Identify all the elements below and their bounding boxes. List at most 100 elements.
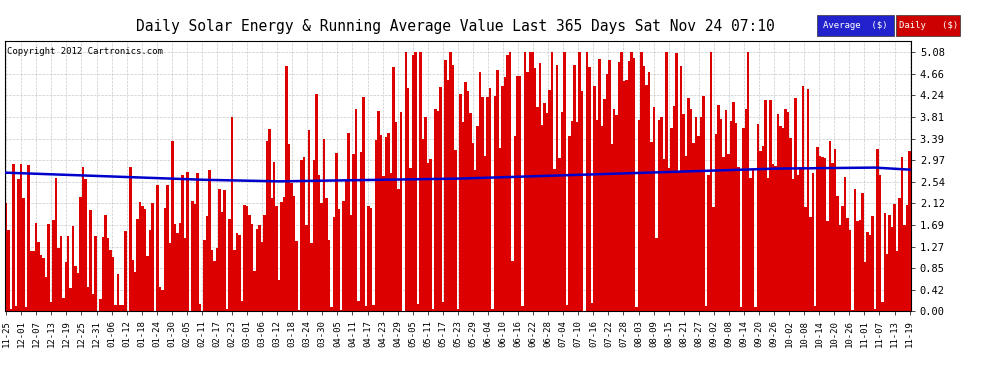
Bar [199, 304, 201, 311]
Bar [148, 230, 151, 311]
Bar [435, 109, 437, 311]
Bar [99, 298, 102, 311]
Bar [868, 235, 871, 311]
Bar [759, 151, 762, 311]
Bar [784, 110, 787, 311]
Bar [876, 149, 878, 311]
Bar [742, 129, 744, 311]
Bar [8, 230, 10, 311]
Bar [474, 170, 476, 311]
Bar [124, 231, 127, 311]
Bar [395, 122, 397, 311]
Bar [702, 96, 705, 311]
Bar [464, 82, 466, 311]
Bar [278, 280, 280, 311]
Bar [48, 224, 50, 311]
Bar [234, 250, 236, 311]
Bar [59, 237, 62, 311]
Bar [323, 140, 325, 311]
Bar [596, 120, 598, 311]
Bar [231, 117, 234, 311]
Bar [863, 262, 866, 311]
Bar [280, 202, 283, 311]
Bar [440, 87, 442, 311]
Bar [293, 196, 295, 311]
Bar [514, 136, 516, 311]
Bar [377, 111, 380, 311]
Bar [834, 149, 837, 311]
Bar [333, 217, 335, 311]
Bar [92, 294, 94, 311]
Bar [665, 53, 667, 311]
Bar [794, 98, 797, 311]
Bar [516, 76, 519, 311]
Bar [573, 64, 576, 311]
Bar [682, 114, 685, 311]
Bar [878, 176, 881, 311]
Bar [764, 100, 767, 311]
Bar [583, 310, 586, 311]
Bar [677, 171, 680, 311]
Bar [563, 53, 566, 311]
Bar [738, 167, 740, 311]
Bar [454, 150, 456, 311]
Bar [206, 216, 209, 311]
Bar [151, 203, 153, 311]
Bar [551, 53, 553, 311]
Bar [829, 141, 832, 311]
Bar [87, 286, 89, 311]
Bar [318, 175, 320, 311]
Bar [72, 226, 74, 311]
Bar [268, 129, 270, 311]
Bar [430, 159, 432, 311]
Bar [531, 53, 534, 311]
Bar [782, 128, 784, 311]
Bar [28, 165, 30, 311]
Bar [137, 219, 139, 311]
Bar [54, 178, 57, 311]
Bar [608, 60, 611, 311]
Bar [229, 219, 231, 311]
Bar [325, 198, 328, 311]
Bar [30, 251, 33, 311]
Bar [40, 255, 43, 311]
Bar [387, 134, 390, 311]
Bar [762, 146, 764, 311]
Bar [749, 178, 752, 311]
Bar [553, 169, 556, 311]
Bar [499, 148, 501, 311]
Bar [320, 204, 323, 311]
Bar [382, 176, 385, 311]
Bar [819, 156, 822, 311]
Bar [792, 179, 794, 311]
Bar [568, 136, 571, 311]
Bar [772, 164, 774, 311]
Bar [883, 213, 886, 311]
Bar [392, 67, 395, 311]
Bar [861, 193, 863, 311]
Bar [484, 156, 486, 311]
Bar [633, 57, 636, 311]
Bar [13, 164, 15, 311]
Bar [166, 185, 168, 311]
Bar [581, 91, 583, 311]
Bar [410, 168, 412, 311]
Bar [469, 113, 471, 311]
Bar [588, 67, 591, 311]
Bar [415, 53, 417, 311]
Bar [117, 274, 119, 311]
Bar [181, 175, 183, 311]
Bar [851, 310, 853, 311]
Bar [442, 302, 445, 311]
Bar [660, 117, 662, 311]
Bar [618, 62, 621, 311]
Bar [283, 197, 285, 311]
Bar [310, 243, 313, 311]
Bar [700, 117, 702, 311]
Bar [903, 225, 906, 311]
Bar [767, 178, 769, 311]
Bar [425, 117, 427, 311]
Bar [357, 301, 359, 311]
Bar [643, 66, 645, 311]
Bar [680, 66, 682, 311]
